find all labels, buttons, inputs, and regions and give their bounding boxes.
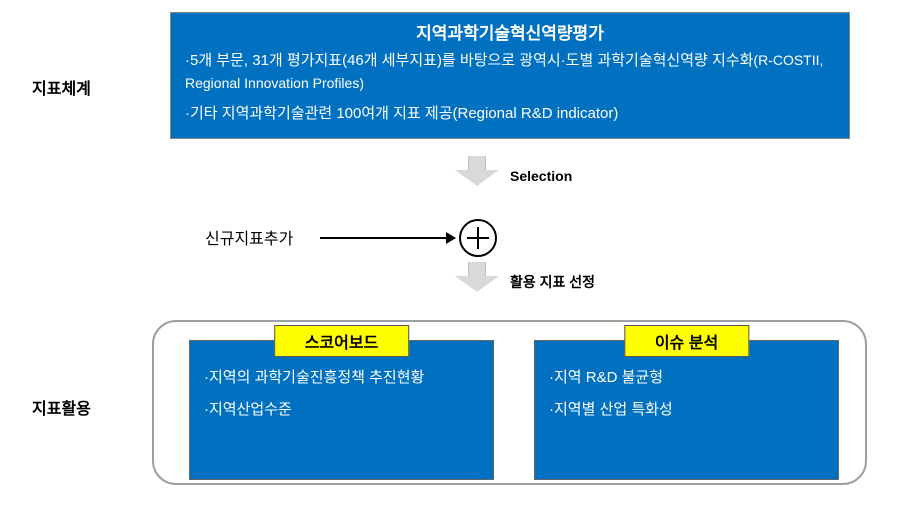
arrow-usage-select [455,262,499,292]
top-blue-box: 지역과학기술혁신역량평가 ·5개 부문, 31개 평가지표(46개 세부지표)를… [170,12,850,139]
top-box-title: 지역과학기술혁신역량평가 [185,19,835,44]
label-indicator-system: 지표체계 [32,75,91,99]
arrow-selection [455,156,499,186]
card-issue-item: ·지역 R&D 불균형 [549,365,824,391]
diagram-root: 지표체계 지역과학기술혁신역량평가 ·5개 부문, 31개 평가지표(46개 세… [0,0,897,512]
bottom-container: 스코어보드 ·지역의 과학기술진흥정책 추진현황 ·지역산업수준 이슈 분석 ·… [152,320,867,485]
arrow-new-indicator [320,237,455,239]
card-issue-item: ·지역별 산업 특화성 [549,397,824,423]
card-scoreboard: 스코어보드 ·지역의 과학기술진흥정책 추진현황 ·지역산업수준 [189,340,494,480]
label-selection: Selection [510,168,572,184]
label-indicator-usage: 지표활용 [32,395,91,419]
card-scoreboard-item: ·지역산업수준 [204,397,479,423]
label-new-indicator: 신규지표추가 [205,225,293,249]
card-issue-title: 이슈 분석 [624,325,749,357]
top-box-line1: ·5개 부문, 31개 평가지표(46개 세부지표)를 바탕으로 광역시·도별 … [185,50,835,95]
top-line1-text: ·5개 부문, 31개 평가지표(46개 세부지표)를 바탕으로 광역시·도별 … [185,52,753,69]
card-scoreboard-item: ·지역의 과학기술진흥정책 추진현황 [204,365,479,391]
plus-icon [459,219,497,257]
card-scoreboard-title: 스코어보드 [274,325,410,357]
label-usage-select: 활용 지표 선정 [510,272,595,292]
card-issue: 이슈 분석 ·지역 R&D 불균형 ·지역별 산업 특화성 [534,340,839,480]
top-box-line2: ·기타 지역과학기술관련 100여개 지표 제공(Regional R&D in… [185,103,835,126]
